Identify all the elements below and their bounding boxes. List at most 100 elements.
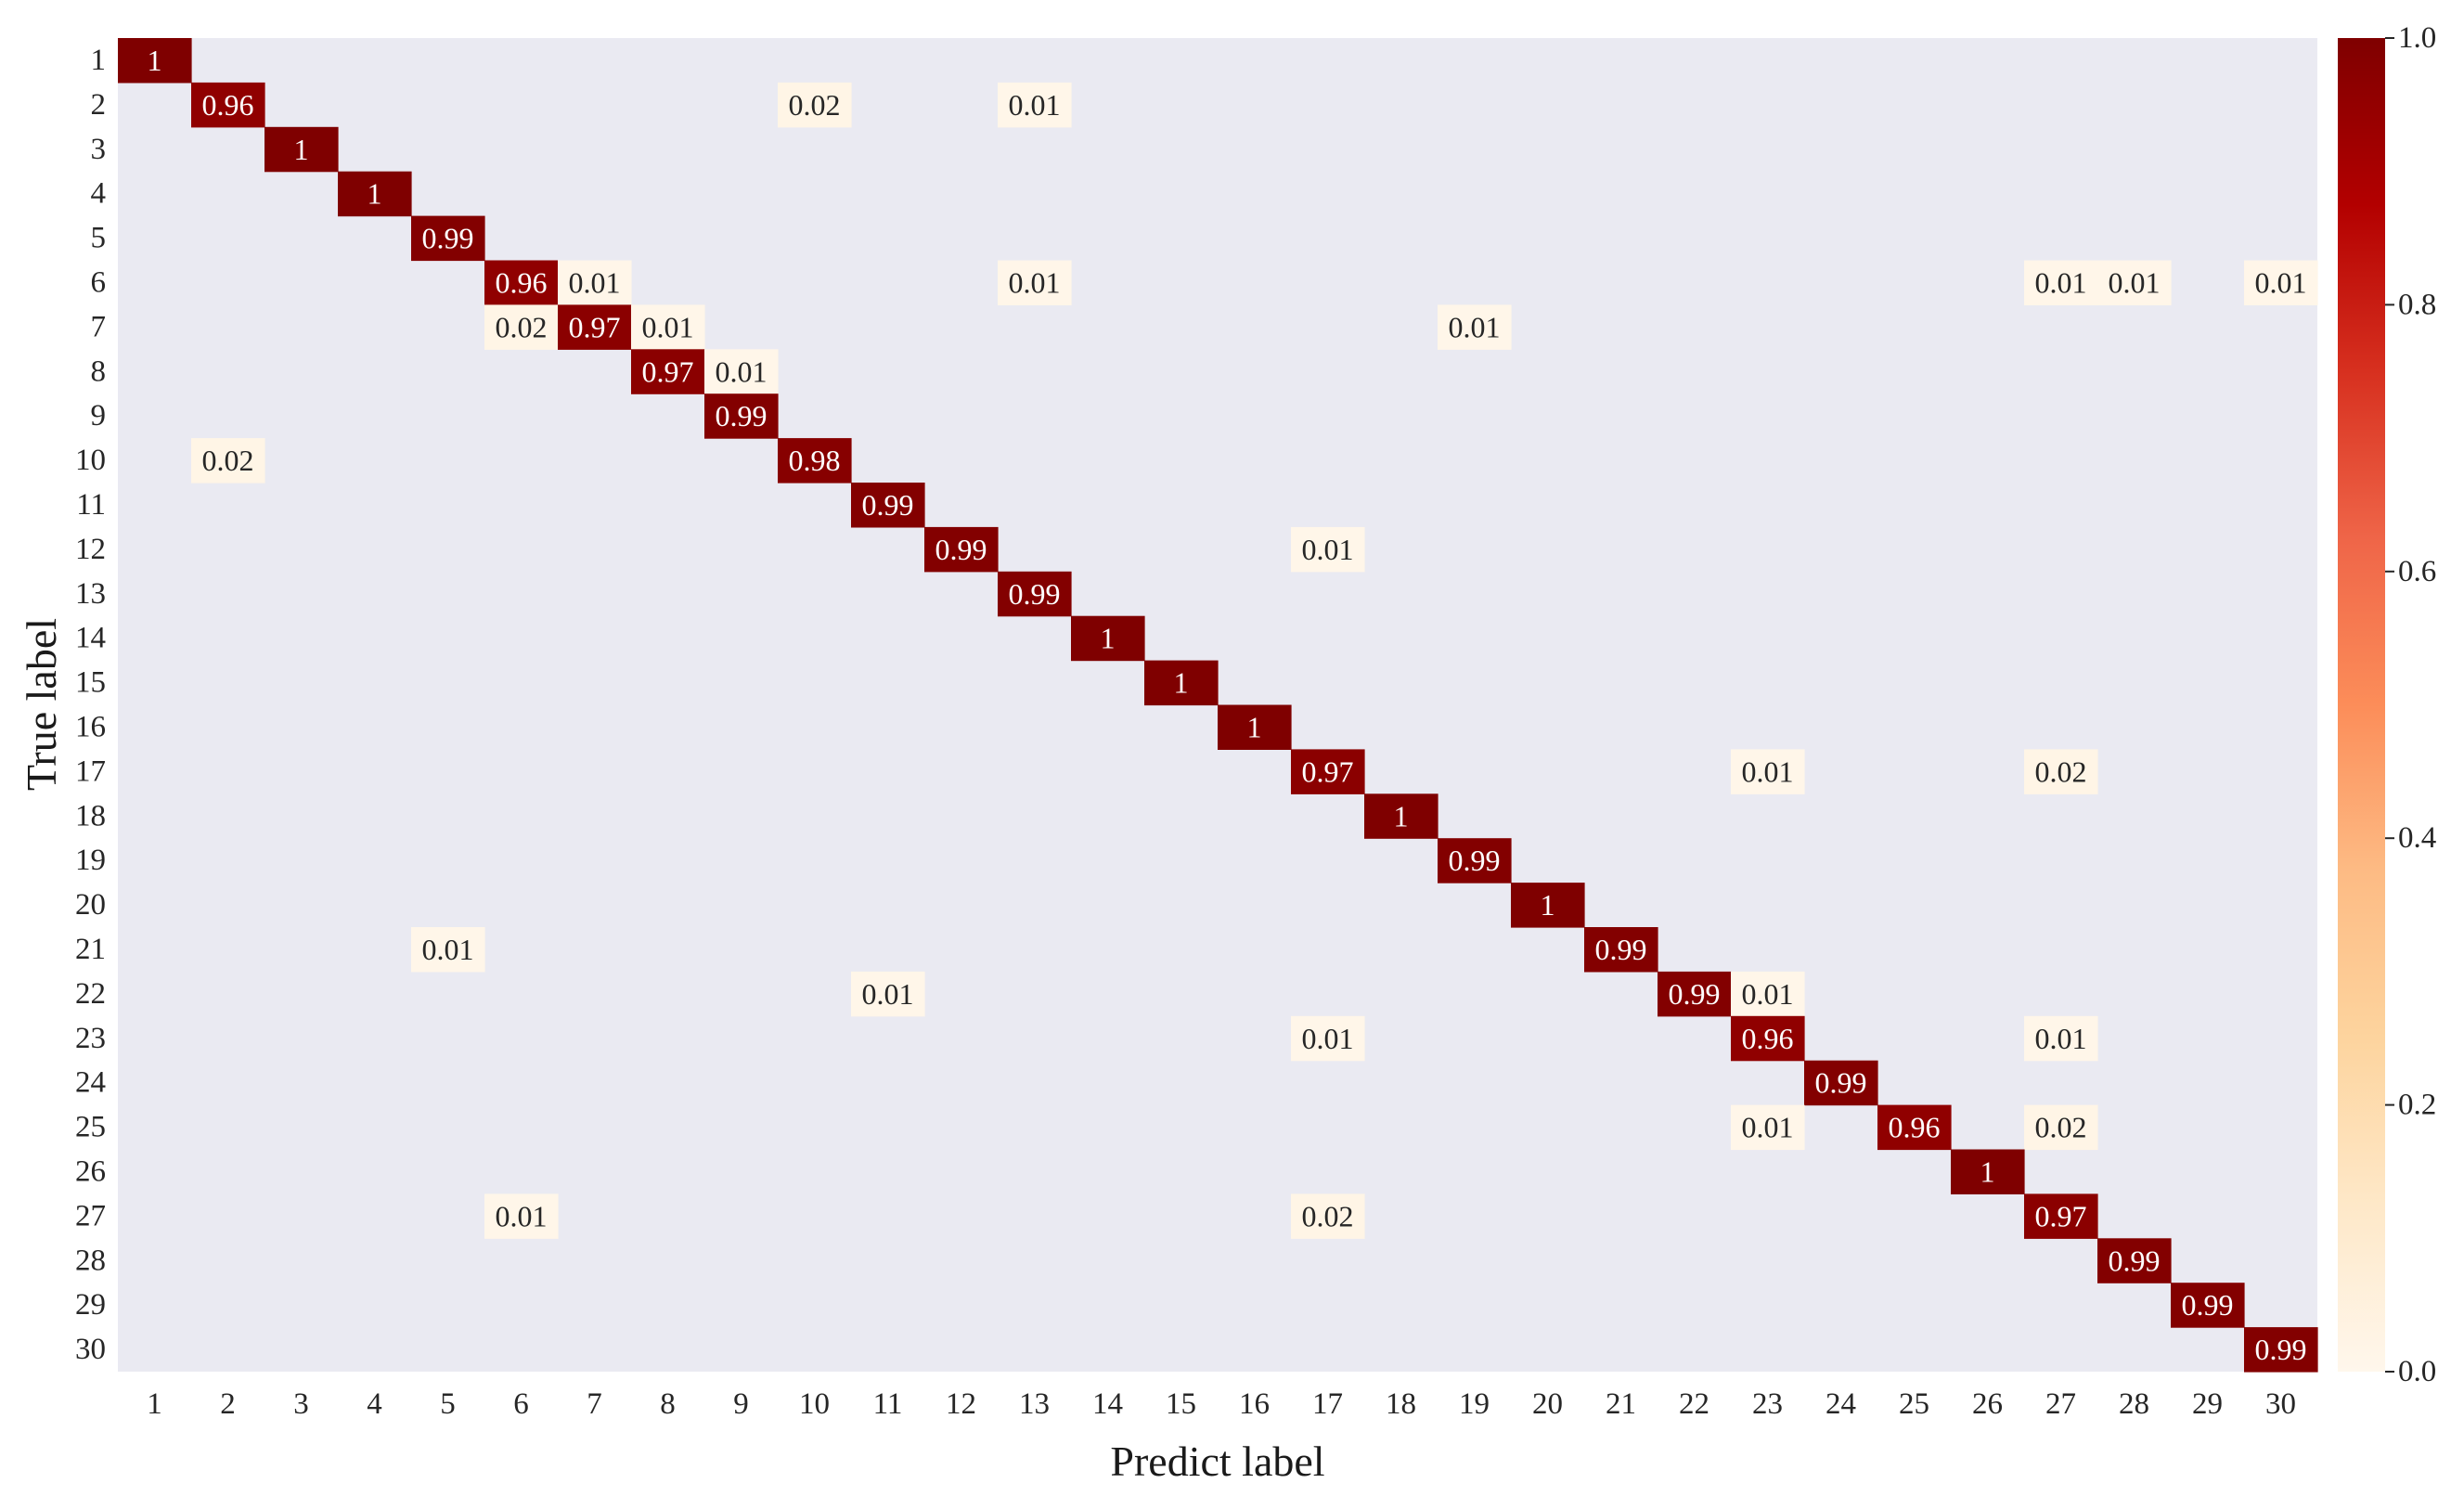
- cell-value-label: 0.01: [1742, 977, 1794, 1011]
- y-tick-label: 30: [75, 1333, 106, 1366]
- cell-value-label: 0.01: [716, 355, 768, 388]
- cell-value-label: 1: [1394, 799, 1409, 832]
- heatmap-cell-r15-c15: [1144, 660, 1219, 706]
- y-tick-label: 8: [91, 355, 107, 388]
- x-tick-label: 15: [1166, 1387, 1196, 1421]
- y-tick-label: 1: [91, 44, 107, 77]
- heatmap-cell-r20-c20: [1511, 883, 1585, 928]
- heatmap-cell-r24-c24: [1804, 1060, 1878, 1106]
- x-tick-label: 16: [1239, 1387, 1270, 1421]
- x-tick-label: 13: [1019, 1387, 1050, 1421]
- x-axis-ticks: 1 2 3 4 5 6 7 8 9 10 11 12 13 14 15 16 17 18 19 20 21 22 23 24 2…: [147, 1387, 2296, 1421]
- y-tick-label: 21: [75, 933, 106, 966]
- cell-value-label: 0.01: [2255, 265, 2307, 299]
- y-tick-label: 13: [75, 577, 106, 611]
- heatmap-cell-r9-c9: [704, 393, 779, 439]
- heatmap-cell-r30-c30: [2244, 1327, 2318, 1373]
- y-tick-label: 11: [76, 488, 106, 522]
- heatmap-cell-r2-c10: [778, 82, 852, 128]
- heatmap-cell-r19-c19: [1438, 838, 1512, 883]
- y-tick-label: 25: [75, 1111, 106, 1144]
- cell-value-label: 0.01: [2035, 265, 2087, 299]
- y-tick-label: 29: [75, 1288, 106, 1322]
- heatmap-cell-r21-c21: [1584, 927, 1658, 973]
- x-tick-label: 5: [440, 1387, 456, 1421]
- cell-value-label: 0.01: [1302, 533, 1354, 566]
- heatmap-cell-r25-c23: [1731, 1104, 1805, 1151]
- x-axis-label: Predict label: [1110, 1438, 1324, 1485]
- heatmap-cell-r29-c29: [2171, 1283, 2245, 1328]
- heatmap-cell-r22-c23: [1731, 971, 1805, 1017]
- x-tick-label: 4: [367, 1387, 382, 1421]
- cell-value-label: 1: [1174, 666, 1189, 700]
- heatmap-cell-r3-c3: [264, 126, 339, 173]
- cell-value-label: 0.01: [1742, 754, 1794, 788]
- y-tick-label: 27: [75, 1199, 106, 1232]
- colorbar-tick-label: 0.6: [2398, 555, 2436, 588]
- cell-value-label: 0.02: [2035, 754, 2087, 788]
- y-tick-label: 15: [75, 666, 106, 700]
- heatmap-cell-r7-c7: [558, 304, 632, 350]
- cell-value-label: 0.01: [1742, 1111, 1794, 1144]
- x-tick-label: 18: [1386, 1387, 1416, 1421]
- heatmap-cell-r10-c2: [191, 438, 265, 484]
- cell-value-label: 0.99: [1449, 844, 1501, 877]
- cell-value-label: 1: [1980, 1154, 1995, 1188]
- y-tick-label: 2: [91, 88, 107, 122]
- colorbar-gradient: [2338, 38, 2385, 1372]
- heatmap-cell-r4-c4: [338, 171, 412, 217]
- heatmap-cell-r18-c18: [1364, 793, 1438, 839]
- y-tick-label: 10: [75, 444, 106, 477]
- cell-value-label: 0.97: [2035, 1199, 2087, 1232]
- heatmap-cell-r6-c7: [558, 260, 632, 305]
- cell-value-label: 1: [368, 177, 382, 211]
- cell-value-label: 0.99: [1009, 577, 1061, 611]
- heatmap-cell-r17-c27: [2024, 749, 2098, 794]
- cell-value-label: 0.01: [642, 310, 694, 343]
- x-tick-label: 12: [946, 1387, 976, 1421]
- heatmap-cell-r25-c27: [2024, 1104, 2098, 1151]
- x-tick-label: 27: [2045, 1387, 2076, 1421]
- cell-value-label: 0.99: [2182, 1288, 2234, 1322]
- cell-value-label: 0.01: [1009, 265, 1061, 299]
- heatmap-cell-r8-c8: [631, 349, 705, 394]
- heatmap-cell-r25-c25: [1877, 1104, 1952, 1151]
- x-tick-label: 20: [1532, 1387, 1563, 1421]
- heatmap-cell-r12-c12: [924, 526, 999, 573]
- heatmap-cell-r6-c28: [2097, 260, 2172, 305]
- y-tick-label: 28: [75, 1244, 106, 1277]
- cell-value-label: 0.01: [496, 1199, 548, 1232]
- x-tick-label: 14: [1092, 1387, 1123, 1421]
- cell-value-label: 1: [294, 133, 309, 166]
- heatmap-cell-r14-c14: [1071, 615, 1145, 662]
- cell-value-label: 0.99: [422, 222, 474, 255]
- heatmap-cell-r26-c26: [1951, 1149, 2025, 1194]
- y-tick-label: 18: [75, 799, 106, 832]
- heatmap-cell-r7-c8: [631, 304, 705, 350]
- heatmap-cell-r1-c1: [118, 38, 192, 84]
- y-axis-ticks: 1234567891011121314151617181920212223242…: [75, 44, 106, 1366]
- y-tick-label: 23: [75, 1022, 106, 1055]
- x-tick-label: 8: [660, 1387, 676, 1421]
- x-tick-label: 23: [1752, 1387, 1783, 1421]
- x-tick-label: 21: [1606, 1387, 1636, 1421]
- heatmap-cell-r7-c19: [1438, 304, 1512, 350]
- x-tick-label: 10: [799, 1387, 830, 1421]
- x-tick-label: 28: [2119, 1387, 2149, 1421]
- x-tick-label: 11: [873, 1387, 903, 1421]
- colorbar: 0.0 0.2 0.4 0.6 0.8 1.0: [2338, 21, 2436, 1388]
- cell-value-label: 0.02: [1302, 1199, 1354, 1232]
- cell-value-label: 0.99: [1815, 1066, 1867, 1100]
- x-tick-label: 9: [733, 1387, 749, 1421]
- heatmap-cell-r23-c17: [1291, 1015, 1365, 1062]
- cell-value-label: 0.01: [1302, 1022, 1354, 1055]
- heatmap-cell-r28-c28: [2097, 1238, 2172, 1283]
- cell-value-label: 0.96: [1889, 1111, 1941, 1144]
- cell-value-label: 1: [1247, 710, 1262, 743]
- cell-value-label: 0.97: [642, 355, 694, 388]
- colorbar-tick-label: 0.2: [2398, 1089, 2436, 1122]
- cell-value-label: 0.02: [789, 88, 841, 122]
- heatmap-cell-r22-c11: [851, 971, 925, 1017]
- cell-value-label: 0.96: [202, 88, 254, 122]
